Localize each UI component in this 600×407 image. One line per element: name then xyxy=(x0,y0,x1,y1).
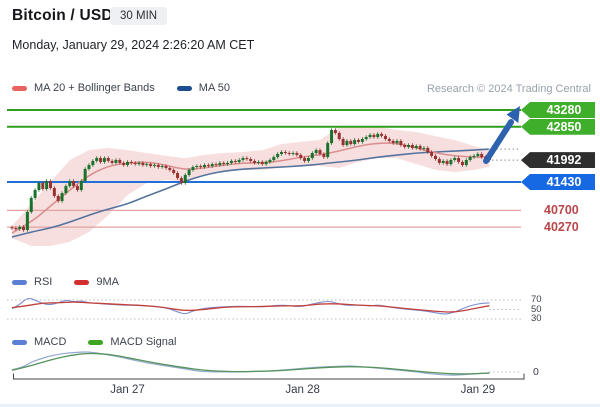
rsi-ma-legend-label: 9MA xyxy=(96,276,119,288)
rsi-legend: RSI 9MA xyxy=(12,276,133,288)
macd-legend-swatch xyxy=(12,339,27,345)
price-label-support-41430: 41430 xyxy=(521,173,595,190)
main-chart-legend: MA 20 + Bollinger Bands MA 50 xyxy=(12,82,244,94)
price-label-resistance-43280: 43280 xyxy=(521,102,595,118)
price-label-last-41992: 41992 xyxy=(521,152,595,169)
ma20-legend-label: MA 20 + Bollinger Bands xyxy=(34,82,155,94)
ma50-legend-swatch xyxy=(176,85,192,91)
macd-signal-legend-label: MACD Signal xyxy=(110,336,177,348)
bottom-edge-strip xyxy=(0,404,600,407)
macd-legend-label: MACD xyxy=(34,336,67,348)
rsi-ma-legend-swatch xyxy=(74,279,90,285)
rsi-level-50: 50 xyxy=(531,303,542,315)
rsi-level-30: 30 xyxy=(531,313,542,324)
x-axis-label-jan28: Jan 28 xyxy=(285,384,320,396)
price-label-resistance-42850: 42850 xyxy=(521,118,595,135)
macd-zero-label: 0 xyxy=(533,365,539,378)
macd-legend: MACD MACD Signal xyxy=(12,336,190,348)
chart-datetime: Monday, January 29, 2024 2:26:20 AM CET xyxy=(12,38,255,52)
macd-signal-legend-swatch xyxy=(88,339,104,345)
rsi-level-70: 70 xyxy=(531,294,542,305)
x-axis-label-jan29: Jan 29 xyxy=(460,384,496,396)
price-label-support-40700: 40700 xyxy=(544,203,579,218)
ma20-legend-swatch xyxy=(12,85,27,91)
price-label-support-40270: 40270 xyxy=(544,220,579,235)
symbol-title: Bitcoin / USD xyxy=(12,7,113,24)
ma50-legend-label: MA 50 xyxy=(198,82,230,94)
rsi-legend-swatch xyxy=(12,279,27,285)
interval-badge[interactable]: 30 MIN xyxy=(110,7,168,25)
attribution-text: Research © 2024 Trading Central xyxy=(426,83,591,95)
rsi-legend-label: RSI xyxy=(34,276,53,288)
x-axis-label-jan27: Jan 27 xyxy=(110,384,145,396)
